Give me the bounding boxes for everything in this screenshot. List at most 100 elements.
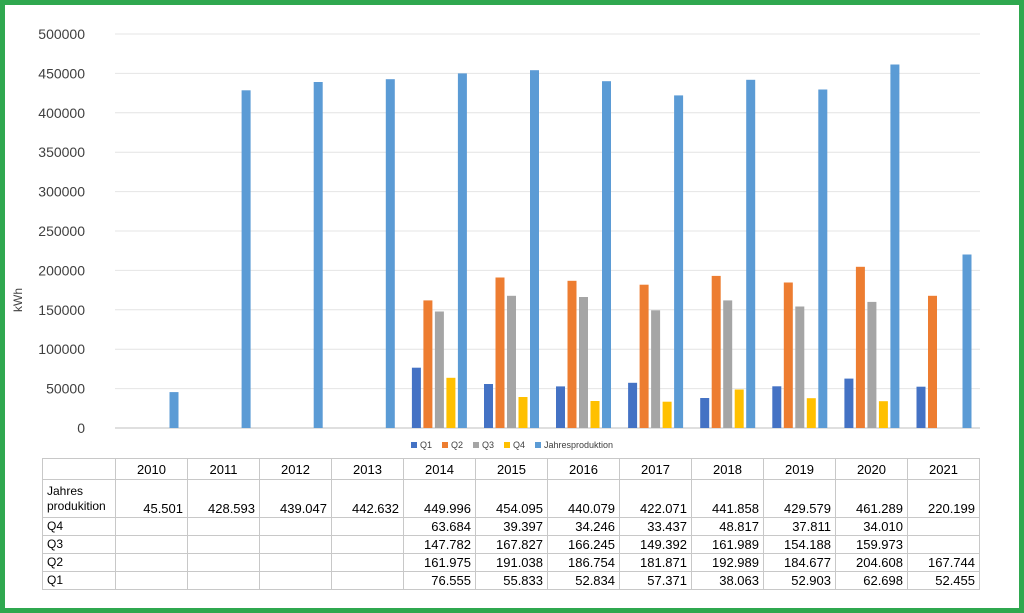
table-year-header: 2019: [763, 458, 836, 480]
bar-q4-2016: [590, 401, 600, 428]
table-cell: 167.827: [475, 535, 548, 554]
table-cell: [115, 553, 188, 572]
legend-item-q2: Q2: [441, 440, 463, 450]
table-cell: 52.834: [547, 571, 620, 590]
legend-item-q3: Q3: [472, 440, 494, 450]
table-year-header: 2011: [187, 458, 260, 480]
table-cell: 440.079: [547, 479, 620, 518]
table-row: Q2 161.975 191.038 186.754 181.871 192.989 184…: [42, 553, 980, 572]
table-cell: 454.095: [475, 479, 548, 518]
y-tick-label: 500000: [38, 26, 85, 42]
table-cell: 34.246: [547, 517, 620, 536]
table-cell: 192.989: [691, 553, 764, 572]
table-cell: 39.397: [475, 517, 548, 536]
table-cell: 166.245: [547, 535, 620, 554]
y-tick-label: 50000: [46, 381, 85, 397]
table-cell: 63.684: [403, 517, 476, 536]
legend-label: Q1: [419, 440, 432, 450]
table-cell: 62.698: [835, 571, 908, 590]
legend-swatch: [441, 442, 448, 448]
table-cell: 52.455: [907, 571, 980, 590]
bar-q3-2019: [795, 306, 805, 428]
table-cell: [259, 535, 332, 554]
table-cell: 33.437: [619, 517, 692, 536]
table-row: Q3 147.782 167.827 166.245 149.392 161.989 154…: [42, 535, 980, 554]
y-tick-label: 300000: [38, 184, 85, 200]
table-corner-cell: [42, 458, 116, 480]
bar-q2-2016: [567, 280, 577, 428]
table-cell: [115, 517, 188, 536]
legend-item-q1: Q1: [410, 440, 432, 450]
table-cell: 184.677: [763, 553, 836, 572]
table-cell: [259, 517, 332, 536]
table-cell: [187, 535, 260, 554]
table-cell: 428.593: [187, 479, 260, 518]
bar-q1-2020: [844, 378, 854, 428]
table-cell: 461.289: [835, 479, 908, 518]
table-cell: 167.744: [907, 553, 980, 572]
chart-legend: Q1 Q2 Q3 Q4 Jahresproduktion: [0, 440, 1024, 450]
table-cell: [259, 571, 332, 590]
bar-q4-2018: [734, 389, 744, 428]
bar-q2-2019: [783, 282, 793, 428]
table-year-header: 2010: [115, 458, 188, 480]
bar-q1-2021: [916, 386, 926, 428]
bar-q4-2014: [446, 377, 456, 428]
bar-q3-2018: [723, 300, 733, 428]
table-cell: 161.975: [403, 553, 476, 572]
bar-jahresproduktion-2012: [313, 82, 323, 428]
table-cell: 37.811: [763, 517, 836, 536]
table-row-label: Q1: [42, 571, 116, 590]
legend-item-jahresproduktion: Jahresproduktion: [535, 440, 613, 450]
y-tick-label: 0: [77, 420, 85, 436]
table-cell: 149.392: [619, 535, 692, 554]
bar-q1-2015: [484, 384, 493, 428]
bar-jahresproduktion-2021: [962, 254, 972, 428]
table-cell: 429.579: [763, 479, 836, 518]
bar-jahresproduktion-2015: [530, 70, 539, 428]
y-tick-label: 100000: [38, 341, 85, 357]
table-year-header: 2021: [907, 458, 980, 480]
bar-q2-2015: [495, 277, 505, 428]
bar-q4-2020: [878, 401, 888, 428]
bar-q4-2015: [518, 397, 528, 428]
legend-label: Jahresproduktion: [544, 440, 614, 450]
bar-chart: 0 50000 100000 150000 200000 250000 300000 3500…: [11, 26, 980, 436]
legend-swatch: [472, 442, 479, 448]
bar-q2-2021: [928, 295, 937, 428]
y-tick-label: 250000: [38, 223, 85, 239]
bar-jahresproduktion-2016: [602, 81, 611, 428]
table-cell: 161.989: [691, 535, 764, 554]
table-cell: [259, 553, 332, 572]
table-row-label: Q4: [42, 517, 116, 536]
table-cell: 52.903: [763, 571, 836, 590]
table-cell: 76.555: [403, 571, 476, 590]
table-cell: 422.071: [619, 479, 692, 518]
bar-q2-2017: [639, 284, 649, 428]
table-year-header: 2017: [619, 458, 692, 480]
y-axis-label: kWh: [11, 288, 25, 312]
bar-q3-2017: [651, 310, 661, 428]
table-cell: 439.047: [259, 479, 332, 518]
table-cell: 441.858: [691, 479, 764, 518]
bar-q1-2014: [411, 367, 421, 428]
table-cell: [115, 571, 188, 590]
bar-jahresproduktion-2013: [385, 79, 395, 428]
y-tick-label: 150000: [38, 302, 85, 318]
table-cell: [115, 535, 188, 554]
bar-q3-2014: [434, 311, 444, 428]
table-cell: 45.501: [115, 479, 188, 518]
gridlines: [115, 33, 980, 429]
legend-swatch: [535, 442, 541, 448]
table-year-header: 2016: [547, 458, 620, 480]
bar-q1-2017: [628, 382, 638, 428]
table-cell: 449.996: [403, 479, 476, 518]
table-cell: [331, 571, 404, 590]
bar-q1-2019: [772, 386, 782, 428]
table-cell: [907, 517, 980, 536]
table-year-header: 2012: [259, 458, 332, 480]
table-cell: [331, 535, 404, 554]
table-cell: 186.754: [547, 553, 620, 572]
table-cell: 147.782: [403, 535, 476, 554]
bar-q1-2018: [700, 398, 710, 428]
